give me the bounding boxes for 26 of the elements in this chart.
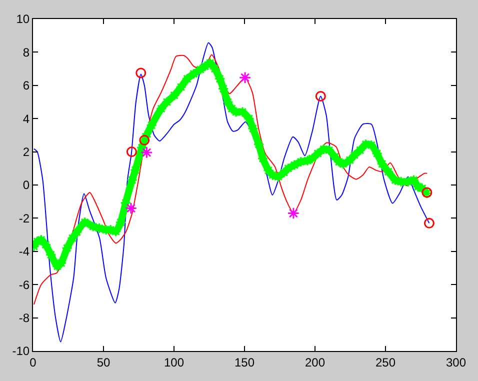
- x-tick-label: 150: [234, 355, 255, 370]
- y-tick-label: -10: [12, 344, 30, 358]
- point: [238, 71, 252, 84]
- x-tick-label: 250: [375, 355, 396, 370]
- x-tick-label: 300: [446, 355, 466, 370]
- point: [139, 134, 150, 146]
- point: [136, 68, 146, 78]
- y-tick-label: 2: [22, 145, 30, 159]
- y-tick-label: -6: [18, 278, 30, 292]
- y-tick-label: 8: [22, 45, 30, 60]
- x-tick-label: 50: [96, 355, 110, 370]
- y-tick-label: 4: [22, 112, 30, 126]
- x-tick-label: 200: [304, 355, 326, 370]
- point: [126, 146, 137, 158]
- y-tick-label: 6: [22, 78, 30, 93]
- x-tick-label: 100: [164, 355, 184, 370]
- point: [140, 146, 153, 159]
- y-tick-label: -4: [18, 244, 30, 259]
- y-tick-label: -2: [18, 211, 30, 226]
- point: [315, 90, 326, 102]
- y-tick-label: 10: [16, 12, 30, 26]
- y-tick-label: -8: [18, 311, 30, 325]
- point: [424, 218, 434, 228]
- point: [287, 207, 300, 220]
- point: [124, 202, 138, 214]
- y-tick-label: 0: [22, 178, 30, 192]
